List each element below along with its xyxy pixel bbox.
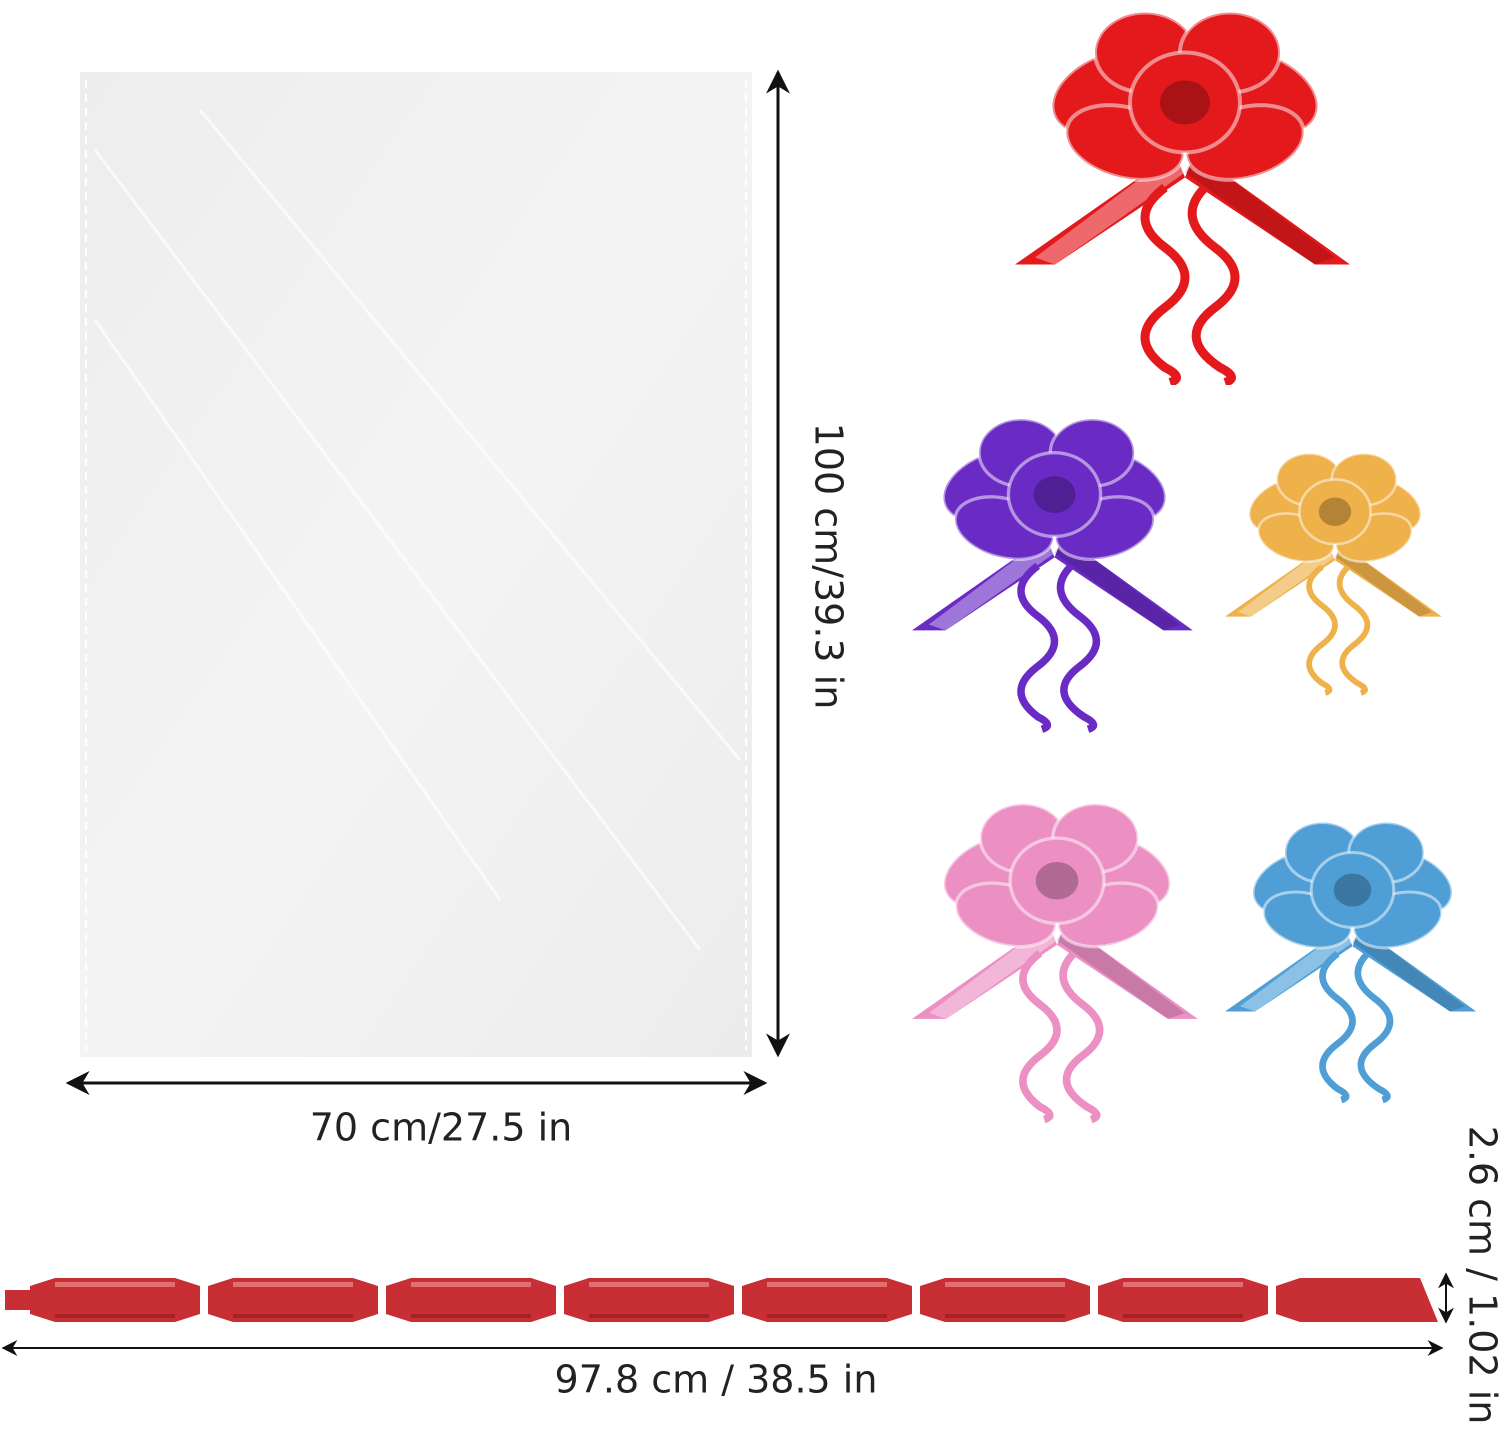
ribbon-width-label: 2.6 cm / 1.02 in <box>1461 1126 1500 1425</box>
bag-height-label: 100 cm/39.3 in <box>807 423 851 710</box>
bag-width-label: 70 cm/27.5 in <box>310 1106 572 1150</box>
bow-pink <box>912 804 1198 1120</box>
bow-red <box>1015 13 1350 383</box>
bow-purple <box>912 419 1193 729</box>
bag <box>80 72 752 1057</box>
bow-blue <box>1225 823 1476 1101</box>
ribbon-length-label: 97.8 cm / 38.5 in <box>555 1358 878 1402</box>
bow-gold <box>1225 454 1442 693</box>
bag-shine <box>93 109 742 951</box>
ribbon-strip <box>5 1278 1438 1322</box>
